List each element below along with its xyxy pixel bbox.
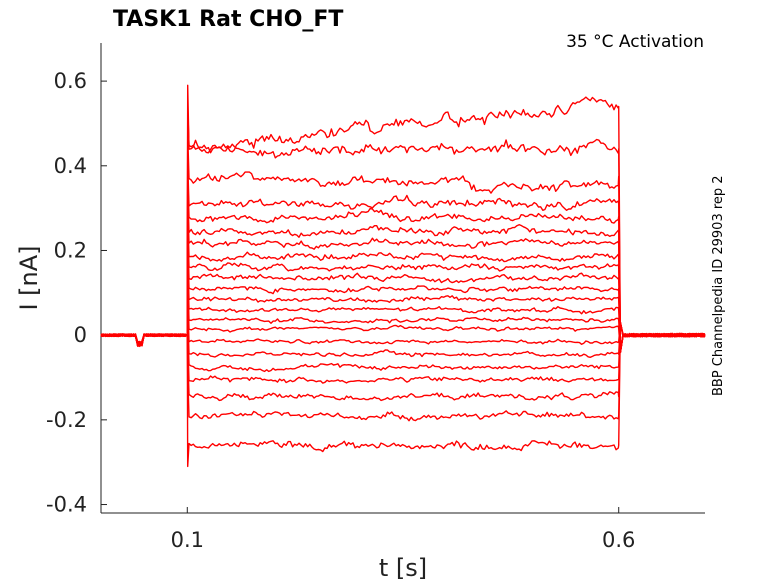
current-trace xyxy=(100,133,706,353)
y-axis-label: I [nA] xyxy=(15,245,43,310)
current-trace xyxy=(100,298,706,346)
side-label: BBP Channelpedia ID 29903 rep 2 xyxy=(711,175,726,396)
x-axis-label: t [s] xyxy=(379,554,427,582)
current-trace xyxy=(100,256,706,353)
x-tick-label: 0.1 xyxy=(171,528,204,552)
y-tick-label: -0.4 xyxy=(46,493,87,517)
y-tick-label: 0.4 xyxy=(54,154,87,178)
chart-annotation: 35 °C Activation xyxy=(566,32,704,52)
y-tick-label: 0.2 xyxy=(54,238,87,262)
current-trace xyxy=(100,235,705,353)
current-trace xyxy=(100,321,706,468)
current-trace xyxy=(100,277,706,353)
current-trace xyxy=(100,245,706,353)
current-trace xyxy=(100,213,706,353)
current-trace xyxy=(100,321,706,402)
current-trace xyxy=(100,105,706,353)
current-trace xyxy=(100,173,706,353)
y-tick-label: 0.6 xyxy=(54,69,87,93)
chart-title: TASK1 Rat CHO_FT xyxy=(113,7,343,32)
current-trace xyxy=(100,285,706,353)
current-trace xyxy=(100,84,706,353)
x-tick-label: 0.6 xyxy=(602,528,635,552)
current-trace xyxy=(100,321,706,384)
y-tick-label: 0 xyxy=(74,323,87,347)
plot-area-traces xyxy=(100,84,706,468)
current-trace xyxy=(100,201,706,353)
y-tick-label: -0.2 xyxy=(46,408,87,432)
current-trace xyxy=(100,266,706,353)
y-axis-ticks: 0.6 0.4 0.2 0 -0.2 -0.4 xyxy=(46,69,107,517)
current-trace xyxy=(100,224,706,353)
current-trace xyxy=(100,160,706,353)
current-trace xyxy=(100,321,706,373)
x-axis-ticks: 0.1 0.6 xyxy=(171,507,635,552)
current-trace xyxy=(100,321,706,422)
current-trace xyxy=(100,188,706,353)
current-trace xyxy=(100,311,706,358)
